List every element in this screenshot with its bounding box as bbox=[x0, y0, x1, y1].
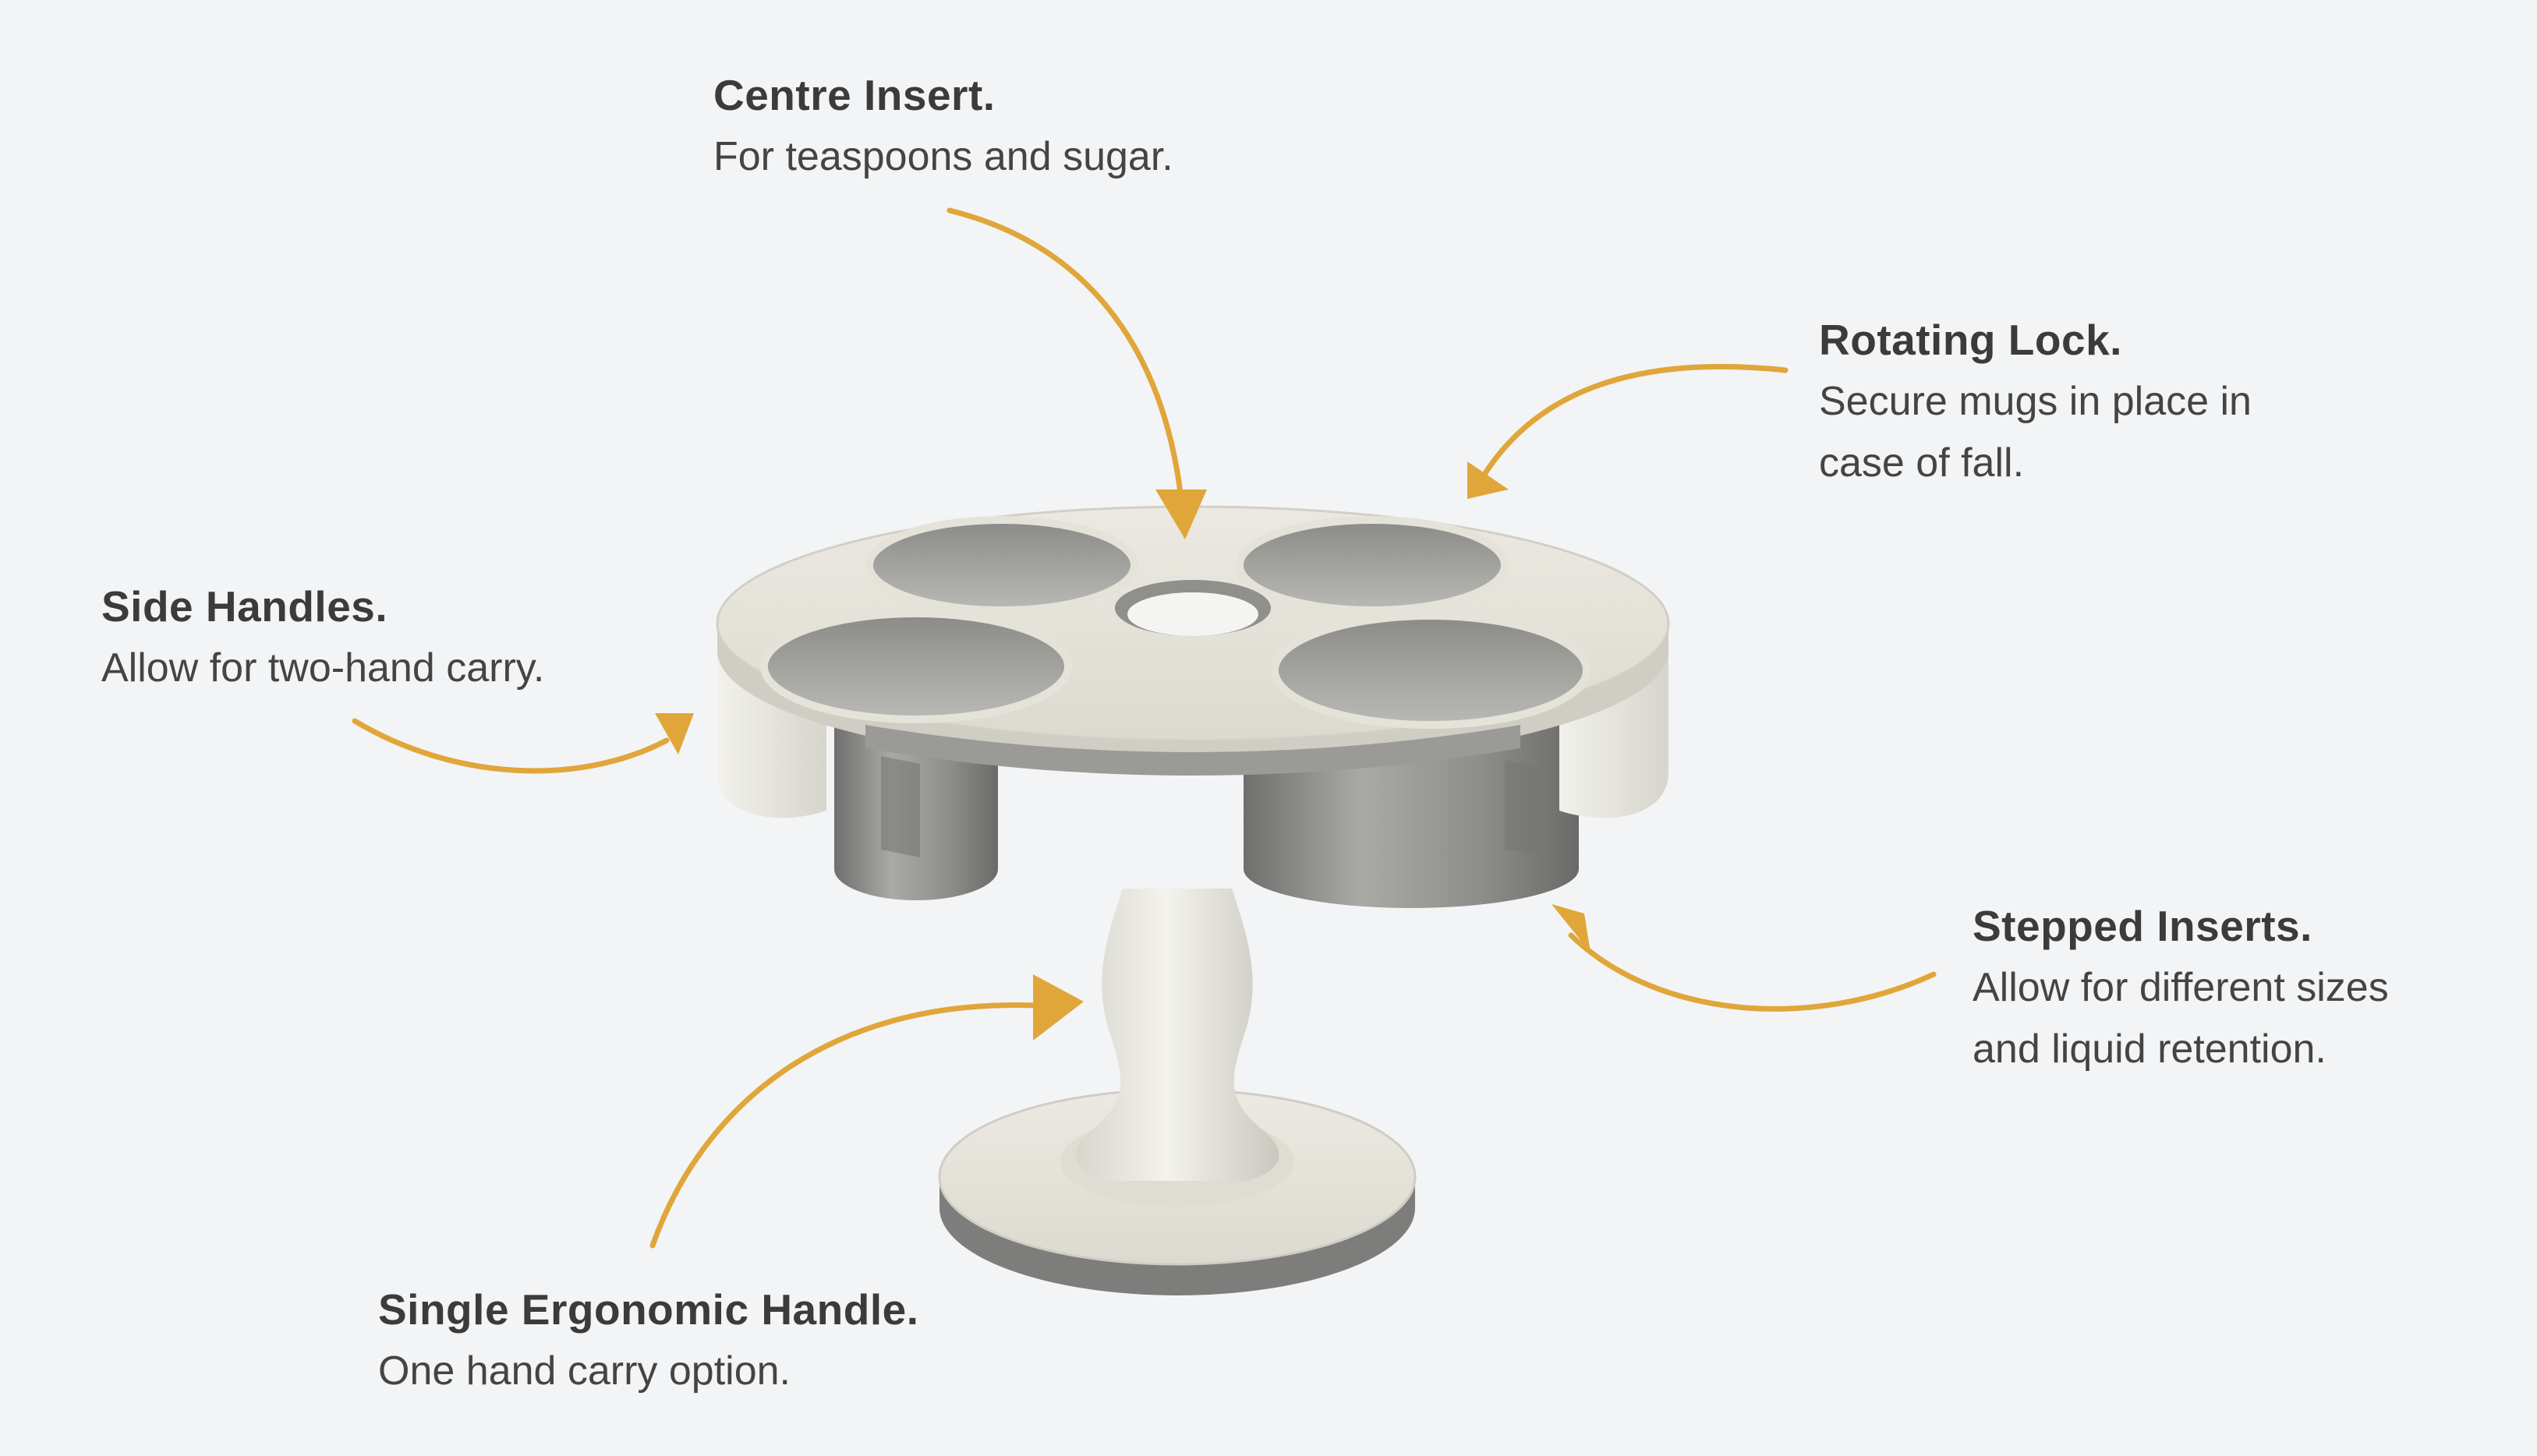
arrowhead-stepped-inserts bbox=[1552, 904, 1590, 952]
arrow-side-handles bbox=[352, 718, 670, 774]
callout-centre-insert: Centre Insert. For teaspoons and sugar. bbox=[713, 64, 1173, 188]
arrow-stepped-inserts bbox=[1568, 932, 1937, 1012]
callout-title: Centre Insert. bbox=[713, 71, 996, 119]
cup-holders bbox=[760, 516, 1590, 729]
callout-description: case of fall. bbox=[1819, 440, 2025, 486]
arrowhead-single-handle bbox=[1033, 974, 1084, 1041]
arrow-centre-insert bbox=[947, 207, 1184, 502]
callout-single-ergonomic-handle: Single Ergonomic Handle. One hand carry … bbox=[378, 1278, 918, 1402]
callout-title: Side Handles. bbox=[101, 582, 388, 631]
arrowhead-side-handles bbox=[655, 713, 694, 755]
callout-stepped-inserts: Stepped Inserts. Allow for different siz… bbox=[1973, 895, 2389, 1080]
callout-description: For teaspoons and sugar. bbox=[713, 134, 1173, 179]
callout-side-handles: Side Handles. Allow for two-hand carry. bbox=[101, 575, 544, 699]
callout-title: Rotating Lock. bbox=[1819, 316, 2122, 364]
arrow-single-handle bbox=[649, 1002, 1040, 1249]
callout-description: and liquid retention. bbox=[1973, 1027, 2326, 1072]
callout-description: One hand carry option. bbox=[378, 1348, 791, 1394]
callout-title: Single Ergonomic Handle. bbox=[378, 1285, 919, 1334]
arrowhead-centre-insert bbox=[1155, 489, 1207, 539]
single-ergonomic-handle bbox=[1075, 889, 1279, 1181]
callout-description: Allow for two-hand carry. bbox=[101, 645, 545, 691]
arrowhead-rotating-lock bbox=[1467, 461, 1509, 499]
callout-description: Secure mugs in place in bbox=[1819, 379, 2252, 424]
callout-title: Stepped Inserts. bbox=[1973, 902, 2312, 950]
arrow-rotating-lock bbox=[1478, 363, 1789, 482]
callout-rotating-lock: Rotating Lock. Secure mugs in place in c… bbox=[1819, 309, 2252, 494]
centre-insert bbox=[1115, 580, 1271, 636]
callout-description: Allow for different sizes bbox=[1973, 965, 2389, 1010]
